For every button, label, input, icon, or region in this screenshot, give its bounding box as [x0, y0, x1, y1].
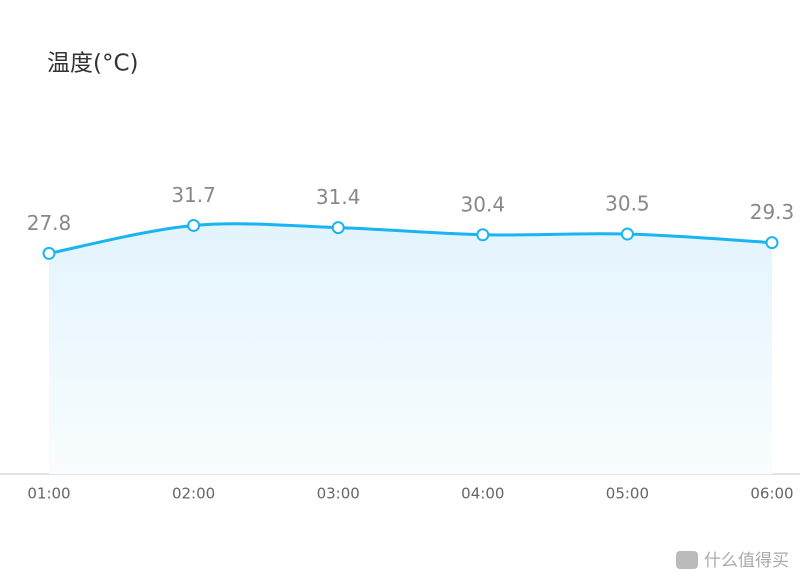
point: [42, 246, 56, 260]
x-tick-label: 04:00: [461, 485, 504, 503]
point: [620, 227, 634, 241]
data-label: 29.3: [750, 200, 795, 224]
watermark-icon: [676, 551, 698, 569]
point: [331, 221, 345, 235]
point: [187, 218, 201, 232]
x-tick-label: 01:00: [27, 485, 70, 503]
data-label: 31.7: [171, 183, 216, 207]
x-tick-label: 05:00: [606, 485, 649, 503]
point: [765, 236, 779, 250]
x-tick-label: 06:00: [750, 485, 793, 503]
data-label: 30.5: [605, 192, 650, 216]
data-label: 31.4: [316, 185, 361, 209]
line: [48, 222, 773, 255]
data-label: 30.4: [461, 192, 506, 216]
data-label: 27.8: [27, 211, 72, 235]
point: [476, 228, 490, 242]
x-tick-label: 03:00: [317, 485, 360, 503]
x-tick-label: 02:00: [172, 485, 215, 503]
watermark: 什么值得买: [704, 551, 789, 571]
area: [49, 223, 772, 474]
watermark-group: 什么值得买: [676, 551, 789, 571]
chart-title: 温度(°C): [47, 51, 139, 77]
